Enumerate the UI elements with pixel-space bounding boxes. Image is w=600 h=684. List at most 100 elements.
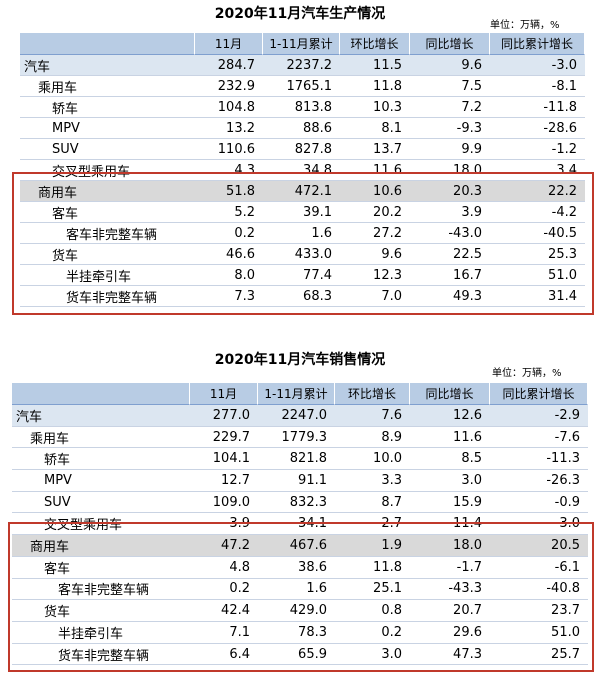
value-cell: 20.3 [410,181,490,202]
value-cell: 42.4 [190,600,258,622]
value-cell: 467.6 [258,535,335,557]
value-cell: 16.7 [410,265,490,286]
value-cell: -2.9 [490,405,588,427]
row-label: 商用车 [20,181,195,202]
value-cell: 11.4 [410,513,490,536]
value-cell: 1765.1 [263,76,340,97]
value-cell: 13.2 [195,118,263,139]
value-cell: 18.0 [410,160,490,181]
value-cell: 229.7 [190,426,258,449]
row-label: 货车非完整车辆 [20,286,195,307]
row-label: 半挂牵引车 [20,265,195,286]
value-cell: 6.4 [190,643,258,666]
value-cell: 10.0 [335,448,410,471]
row-label: 商用车 [12,535,190,557]
value-cell: 46.6 [195,244,263,265]
value-cell: 12.6 [410,405,490,427]
header-cell: 11月 [195,33,263,55]
value-cell: 8.9 [335,426,410,449]
value-cell: 277.0 [190,405,258,427]
value-cell: 47.3 [410,643,490,666]
value-cell: 20.5 [490,535,588,557]
header-cell [20,33,195,55]
value-cell: 77.4 [263,265,340,286]
header-cell: 同比增长 [410,33,490,55]
value-cell: 827.8 [263,139,340,160]
value-cell: -40.5 [490,223,585,244]
value-cell: 25.7 [490,643,588,666]
value-cell: -4.2 [490,202,585,223]
row-label: MPV [12,470,190,492]
value-cell: 3.3 [335,470,410,492]
header-cell: 同比累计增长 [490,383,588,405]
header-cell: 11月 [190,383,258,405]
value-cell: 51.0 [490,622,588,644]
value-cell: 29.6 [410,622,490,644]
value-cell: 3.0 [410,470,490,492]
value-cell: -40.8 [490,578,588,601]
value-cell: 7.3 [195,286,263,307]
value-cell: -26.3 [490,470,588,492]
row-label: MPV [20,118,195,139]
row-label: 汽车 [12,405,190,427]
value-cell: 8.1 [340,118,410,139]
header-cell: 环比增长 [340,33,410,55]
row-label: 轿车 [20,97,195,118]
value-cell: 47.2 [190,535,258,557]
value-cell: 3.9 [410,202,490,223]
value-cell: 1.6 [258,578,335,601]
value-cell: 20.2 [340,202,410,223]
value-cell: 1.6 [263,223,340,244]
value-cell: 110.6 [195,139,263,160]
value-cell: 11.8 [335,556,410,579]
value-cell: 49.3 [410,286,490,307]
value-cell: 11.8 [340,76,410,97]
value-cell: 0.8 [335,600,410,622]
value-cell: 3.0 [490,513,588,536]
value-cell: 15.9 [410,491,490,514]
value-cell: -1.2 [490,139,585,160]
row-label: 半挂牵引车 [12,622,190,644]
value-cell: 18.0 [410,535,490,557]
value-cell: 13.7 [340,139,410,160]
row-label: 货车 [20,244,195,265]
value-cell: 4.3 [195,160,263,181]
row-label: 客车 [20,202,195,223]
value-cell: 284.7 [195,55,263,76]
value-cell: 91.1 [258,470,335,492]
value-cell: 832.3 [258,491,335,514]
row-label: 汽车 [20,55,195,76]
value-cell: 9.6 [340,244,410,265]
value-cell: 34.1 [258,513,335,536]
value-cell: 7.6 [335,405,410,427]
value-cell: 472.1 [263,181,340,202]
value-cell: 12.7 [190,470,258,492]
value-cell: 7.1 [190,622,258,644]
value-cell: 232.9 [195,76,263,97]
value-cell: 109.0 [190,491,258,514]
value-cell: 25.1 [335,578,410,601]
value-cell: -9.3 [410,118,490,139]
value-cell: -43.0 [410,223,490,244]
value-cell: -28.6 [490,118,585,139]
value-cell: 7.2 [410,97,490,118]
header-cell: 1-11月累计 [263,33,340,55]
value-cell: 88.6 [263,118,340,139]
value-cell: -1.7 [410,556,490,579]
value-cell: 2.7 [335,513,410,536]
value-cell: 104.8 [195,97,263,118]
value-cell: 8.7 [335,491,410,514]
value-cell: -11.3 [490,448,588,471]
header-cell: 1-11月累计 [258,383,335,405]
value-cell: -7.6 [490,426,588,449]
value-cell: 68.3 [263,286,340,307]
value-cell: 3.0 [335,643,410,666]
row-label: 货车 [12,600,190,622]
value-cell: 4.8 [190,556,258,579]
value-cell: 51.8 [195,181,263,202]
value-cell: 0.2 [190,578,258,601]
unit-note: 单位：万辆，% [492,368,562,379]
value-cell: 3.4 [490,160,585,181]
row-label: 客车非完整车辆 [20,223,195,244]
